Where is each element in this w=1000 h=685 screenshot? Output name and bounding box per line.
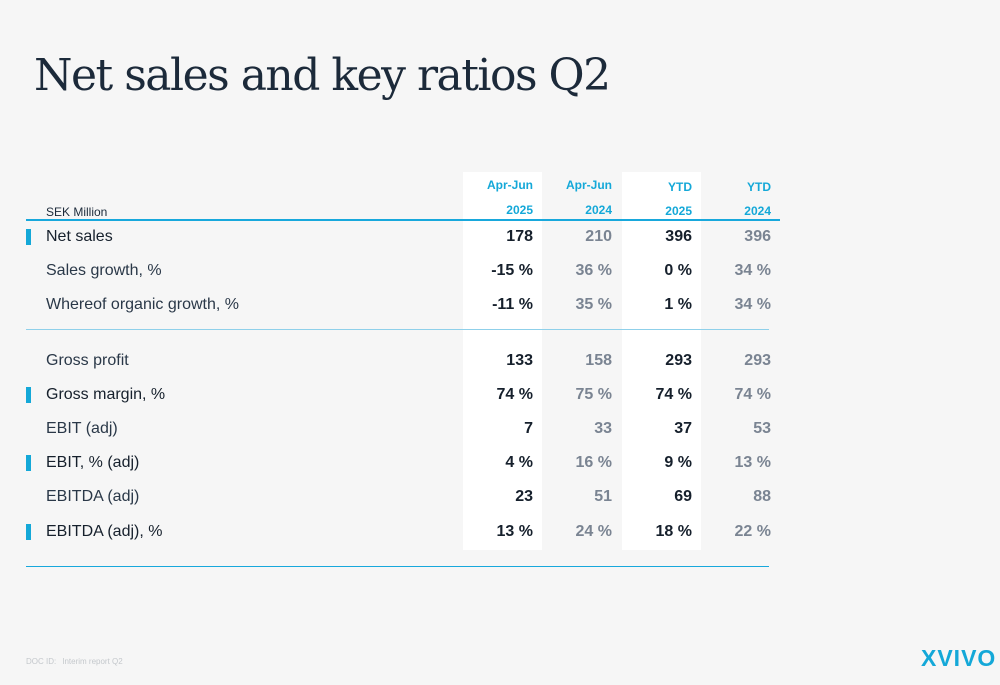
cell-q2-2025: 74 % bbox=[496, 386, 533, 403]
row-label: EBITDA (adj), % bbox=[46, 523, 163, 540]
column-highlight-ytd-2025 bbox=[622, 172, 701, 550]
col-header-year-3: 2025 bbox=[665, 204, 692, 218]
cell-q2-2024: 24 % bbox=[575, 523, 612, 540]
cell-ytd-2025: 396 bbox=[665, 228, 692, 245]
cell-ytd-2025: 37 bbox=[674, 420, 692, 437]
row-marker bbox=[26, 524, 31, 540]
table-row-net-sales: Net sales 178 210 396 396 bbox=[0, 220, 1000, 254]
cell-ytd-2024: 74 % bbox=[734, 386, 771, 403]
row-marker bbox=[26, 455, 31, 471]
cell-q2-2025: 23 bbox=[515, 488, 533, 505]
company-logo: XVIVO bbox=[921, 645, 997, 671]
cell-ytd-2025: 293 bbox=[665, 352, 692, 369]
cell-q2-2025: 13 % bbox=[496, 523, 533, 540]
cell-ytd-2025: 0 % bbox=[664, 262, 692, 279]
cell-q2-2025: 4 % bbox=[505, 454, 533, 471]
row-label: Net sales bbox=[46, 228, 113, 245]
col-header-year-2: 2024 bbox=[585, 203, 612, 217]
cell-ytd-2025: 69 bbox=[674, 488, 692, 505]
cell-q2-2024: 75 % bbox=[575, 386, 612, 403]
doc-name: Interim report Q2 bbox=[62, 657, 123, 666]
col-header-period-1: Apr-Jun bbox=[487, 178, 533, 192]
cell-ytd-2024: 34 % bbox=[734, 262, 771, 279]
row-label: Sales growth, % bbox=[46, 262, 162, 279]
cell-ytd-2024: 53 bbox=[753, 420, 771, 437]
cell-q2-2024: 36 % bbox=[575, 262, 612, 279]
table-row-gross-profit: Gross profit 133 158 293 293 bbox=[0, 344, 1000, 378]
cell-q2-2024: 35 % bbox=[575, 296, 612, 313]
cell-q2-2024: 158 bbox=[585, 352, 612, 369]
row-label: Gross margin, % bbox=[46, 386, 166, 403]
doc-id-label: DOC ID: bbox=[26, 657, 57, 666]
table-row-ebit-adj: EBIT (adj) 7 33 37 53 bbox=[0, 412, 1000, 446]
section-divider bbox=[26, 329, 769, 330]
unit-label: SEK Million bbox=[46, 205, 108, 219]
cell-q2-2024: 33 bbox=[594, 420, 612, 437]
cell-ytd-2024: 396 bbox=[744, 228, 771, 245]
table-row-gross-margin: Gross margin, % 74 % 75 % 74 % 74 % bbox=[0, 378, 1000, 412]
cell-q2-2024: 51 bbox=[594, 488, 612, 505]
row-marker bbox=[26, 229, 31, 245]
row-label: Whereof organic growth, % bbox=[46, 296, 239, 313]
cell-q2-2025: -11 % bbox=[492, 296, 533, 313]
column-highlight-q2-2025 bbox=[463, 172, 542, 550]
footer-doc-id: DOC ID: Interim report Q2 bbox=[26, 657, 129, 666]
cell-q2-2025: -15 % bbox=[491, 262, 533, 279]
table-row-organic-growth: Whereof organic growth, % -11 % 35 % 1 %… bbox=[0, 288, 1000, 322]
cell-ytd-2024: 22 % bbox=[734, 523, 771, 540]
col-header-year-1: 2025 bbox=[506, 203, 533, 217]
cell-q2-2025: 133 bbox=[506, 352, 533, 369]
cell-q2-2024: 210 bbox=[585, 228, 612, 245]
cell-ytd-2024: 88 bbox=[753, 488, 771, 505]
col-header-period-2: Apr-Jun bbox=[566, 178, 612, 192]
table-row-ebitda-adj: EBITDA (adj) 23 51 69 88 bbox=[0, 480, 1000, 514]
cell-ytd-2025: 1 % bbox=[664, 296, 692, 313]
cell-ytd-2025: 9 % bbox=[664, 454, 692, 471]
table-row-ebitda-margin: EBITDA (adj), % 13 % 24 % 18 % 22 % bbox=[0, 515, 1000, 549]
col-header-period-3: YTD bbox=[668, 180, 692, 194]
row-marker bbox=[26, 387, 31, 403]
cell-ytd-2024: 293 bbox=[744, 352, 771, 369]
page-title: Net sales and key ratios Q2 bbox=[34, 50, 611, 101]
row-label: Gross profit bbox=[46, 352, 129, 369]
row-label: EBIT (adj) bbox=[46, 420, 118, 437]
cell-ytd-2025: 18 % bbox=[655, 523, 692, 540]
cell-q2-2024: 16 % bbox=[575, 454, 612, 471]
cell-ytd-2024: 13 % bbox=[734, 454, 771, 471]
cell-q2-2025: 178 bbox=[506, 228, 533, 245]
table-bottom-divider bbox=[26, 566, 769, 567]
row-label: EBIT, % (adj) bbox=[46, 454, 140, 471]
header-divider bbox=[26, 219, 780, 221]
col-header-year-4: 2024 bbox=[744, 204, 771, 218]
row-label: EBITDA (adj) bbox=[46, 488, 140, 505]
table-row-ebit-margin: EBIT, % (adj) 4 % 16 % 9 % 13 % bbox=[0, 446, 1000, 480]
table-row-sales-growth: Sales growth, % -15 % 36 % 0 % 34 % bbox=[0, 254, 1000, 288]
col-header-period-4: YTD bbox=[747, 180, 771, 194]
cell-ytd-2024: 34 % bbox=[734, 296, 771, 313]
cell-ytd-2025: 74 % bbox=[655, 386, 692, 403]
cell-q2-2025: 7 bbox=[524, 420, 533, 437]
